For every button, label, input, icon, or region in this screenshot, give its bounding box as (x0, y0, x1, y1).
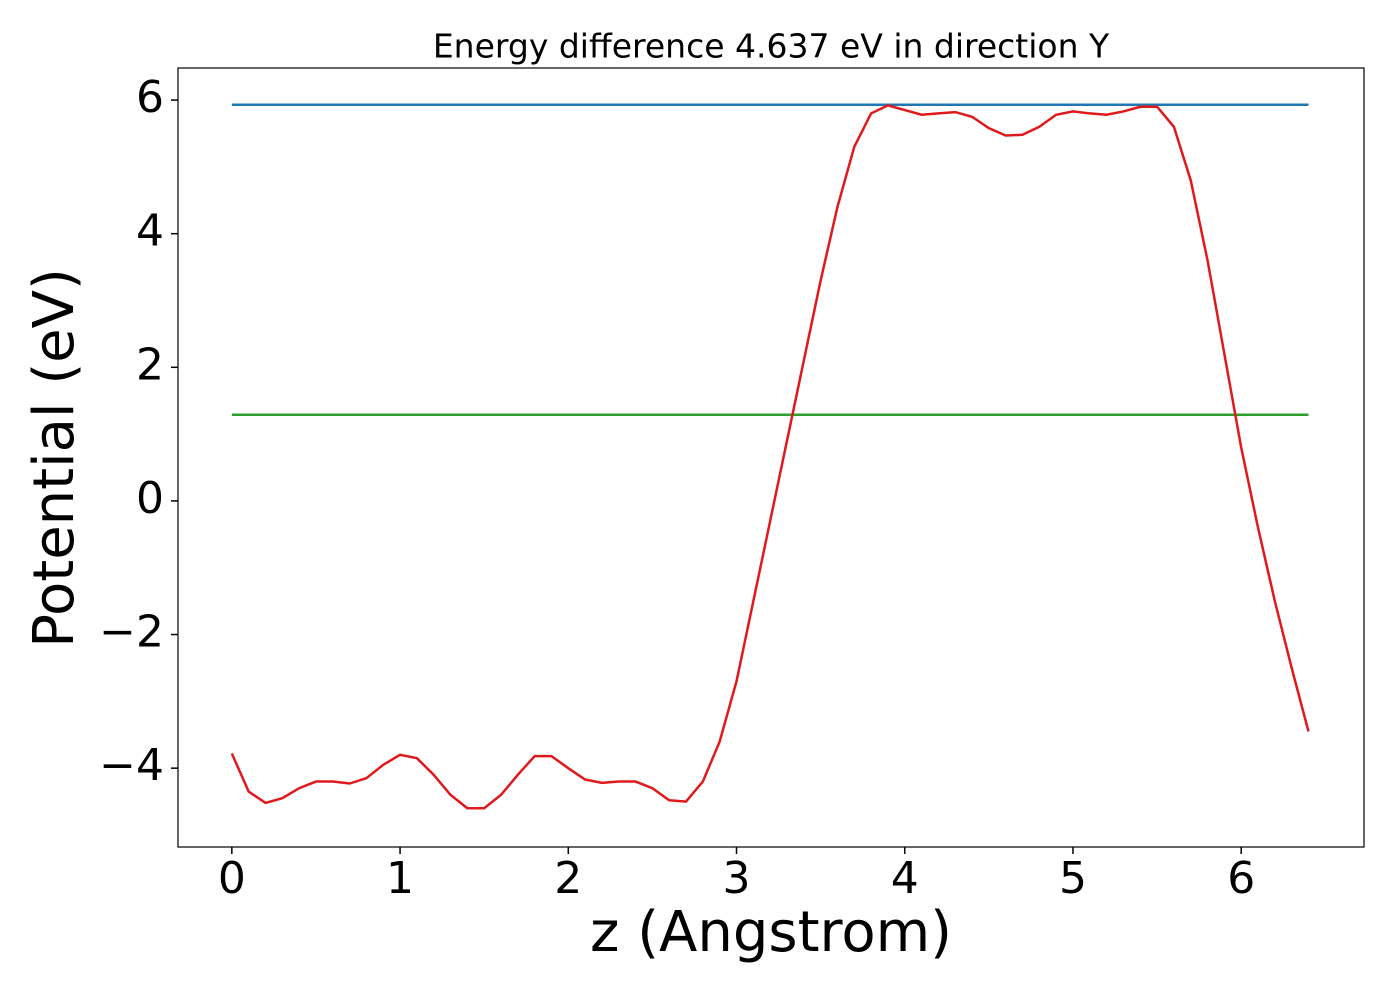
x-tick-label: 5 (1059, 853, 1087, 904)
chart-title: Energy difference 4.637 eV in direction … (433, 27, 1110, 66)
y-tick-label: −4 (99, 740, 164, 791)
x-tick-label: 2 (554, 853, 582, 904)
plot-frame (177, 67, 1365, 848)
x-tick-label: 3 (723, 853, 751, 904)
y-tick-label: −2 (99, 607, 164, 658)
data-line (230, 104, 1310, 810)
y-tick-label: 4 (136, 206, 164, 257)
x-tick-label: 4 (891, 853, 919, 904)
x-tick-label: 6 (1227, 853, 1255, 904)
y-axis-label: Potential (eV) (22, 268, 87, 648)
x-tick-label: 0 (218, 853, 246, 904)
y-tick-label: 0 (136, 473, 164, 524)
x-axis-label: z (Angstrom) (590, 900, 952, 965)
y-tick-label: 6 (136, 72, 164, 123)
x-tick-label: 1 (386, 853, 414, 904)
y-tick-label: 2 (136, 339, 164, 390)
